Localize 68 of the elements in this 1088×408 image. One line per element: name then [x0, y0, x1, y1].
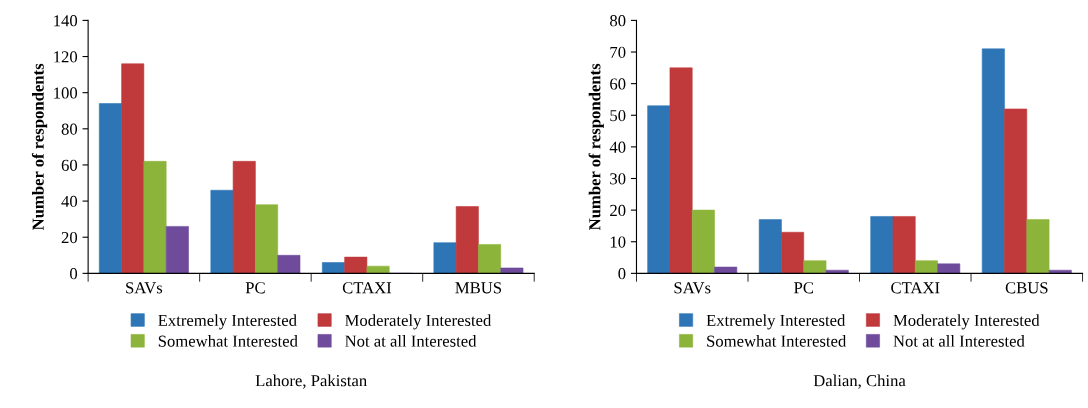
y-tick-label: 70 — [610, 46, 626, 58]
bar — [232, 161, 256, 274]
x-tick-label: CTAXI — [342, 282, 392, 294]
bar — [121, 63, 145, 274]
legend-label: Moderately Interested — [345, 314, 492, 330]
bar — [803, 260, 827, 274]
y-tick-label: 40 — [61, 195, 78, 208]
y-tick-label: 40 — [609, 141, 626, 153]
x-tick-label: CTAXI — [891, 282, 940, 294]
legend-label: Not at all Interested — [893, 335, 1025, 347]
bar — [714, 266, 738, 274]
bar — [344, 256, 368, 274]
y-tick-label: 30 — [610, 173, 626, 185]
y-tick-label: 0 — [70, 268, 78, 280]
bar — [647, 105, 671, 274]
x-tick-label: SAVs — [674, 282, 711, 294]
bar — [937, 263, 961, 274]
bar — [277, 255, 301, 274]
bar — [455, 206, 479, 274]
y-tick-label: 80 — [610, 15, 626, 27]
bar — [915, 260, 938, 274]
bar — [691, 209, 715, 274]
text: Dalian, China — [813, 374, 906, 389]
y-tick-label: 50 — [610, 109, 626, 122]
y-tick-label: 140 — [54, 15, 78, 27]
y-axis-title: Number of respondents — [588, 63, 604, 231]
y-tick-label: 60 — [610, 78, 626, 90]
bar — [669, 67, 693, 274]
y-tick-label: 0 — [618, 268, 626, 280]
legend-label: Extremely Interested — [706, 314, 846, 330]
y-axis-title: Number of respondents — [31, 63, 48, 231]
bar — [500, 267, 524, 274]
bar — [143, 161, 167, 274]
bar — [1048, 269, 1072, 274]
bar — [781, 231, 805, 274]
legend-label: Somewhat Interested — [158, 335, 298, 347]
bar — [981, 48, 1005, 274]
x-tick-label: MBUS — [455, 282, 502, 294]
y-tick-label: 120 — [54, 51, 78, 63]
bar — [366, 265, 390, 274]
bar — [165, 226, 189, 274]
x-tick-label: CBUS — [1005, 282, 1048, 294]
legend-label: Moderately Interested — [893, 314, 1040, 330]
y-tick-label: 20 — [61, 231, 78, 244]
y-tick-label: 10 — [610, 236, 626, 248]
bar — [322, 262, 345, 274]
y-tick-label: 20 — [610, 204, 626, 217]
y-tick-label: 60 — [61, 159, 78, 171]
bar — [99, 103, 122, 274]
bar — [892, 216, 916, 274]
bar — [478, 244, 502, 274]
y-tick-label: 100 — [54, 87, 78, 99]
text: Lahore, Pakistan — [255, 374, 367, 389]
bar — [1026, 219, 1050, 274]
bar — [758, 219, 782, 274]
legend-label: Somewhat Interested — [707, 335, 847, 347]
bar — [255, 204, 278, 274]
legend-label: Not at all Interested — [345, 335, 477, 347]
bar — [210, 189, 234, 274]
y-tick-label: 80 — [61, 123, 78, 135]
x-tick-label: PC — [245, 282, 265, 294]
x-tick-label: PC — [794, 282, 814, 294]
x-tick-label: SAVs — [126, 282, 163, 294]
bar — [870, 216, 894, 274]
bar — [433, 242, 457, 274]
bar — [825, 269, 849, 274]
legend-label: Extremely Interested — [158, 314, 297, 330]
bar — [1004, 108, 1028, 274]
